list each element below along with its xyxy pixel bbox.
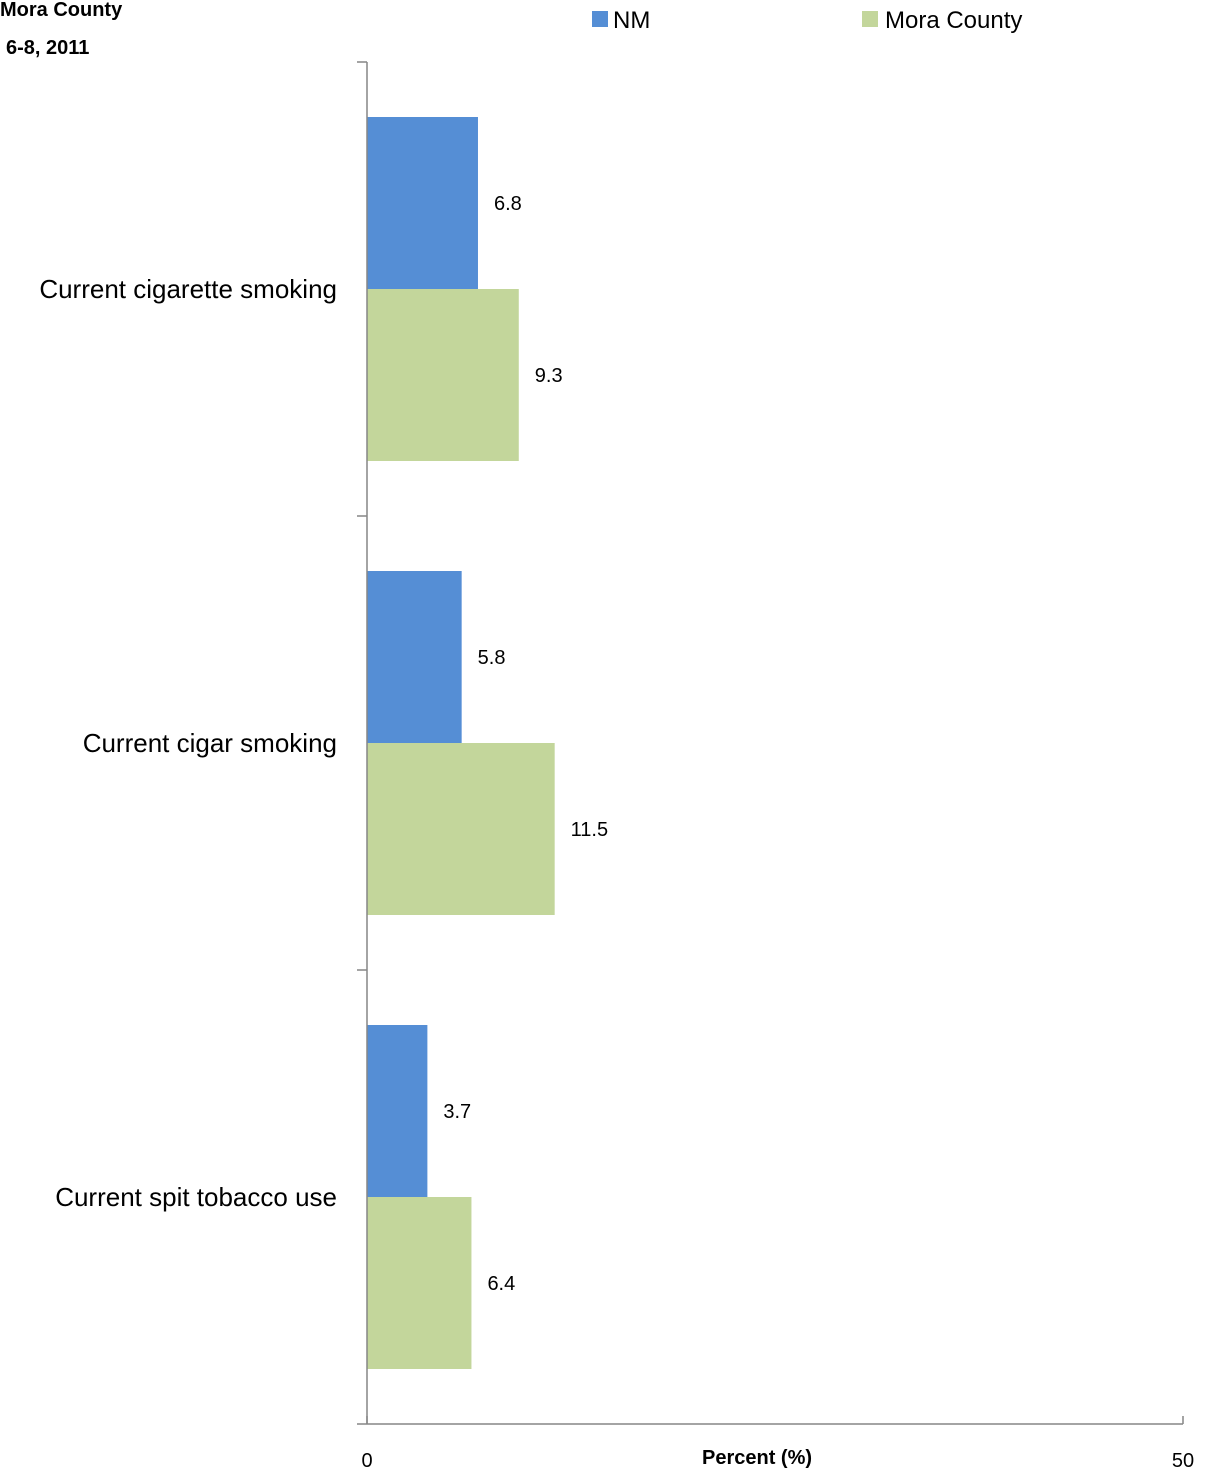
bar-mora-county-current-cigarette-smoking <box>367 289 519 461</box>
data-label-nm-current-spit-tobacco-use: 3.7 <box>443 1101 471 1123</box>
legend-label-mora-county: Mora County <box>885 7 1022 34</box>
data-label-nm-current-cigar-smoking: 5.8 <box>478 647 506 669</box>
chart-title-line-1: Mora County <box>0 0 123 21</box>
category-label-current-cigar-smoking: Current cigar smoking <box>83 728 337 758</box>
data-label-mora-county-current-cigarette-smoking: 9.3 <box>535 365 563 387</box>
legend: NM Mora County <box>592 7 1022 34</box>
category-label-current-cigarette-smoking: Current cigarette smoking <box>39 274 337 304</box>
bar-nm-current-spit-tobacco-use <box>367 1025 428 1197</box>
x-tick-label: 50 <box>1172 1450 1194 1470</box>
category-label-current-spit-tobacco-use: Current spit tobacco use <box>55 1182 337 1212</box>
axes <box>357 61 1184 1425</box>
bar-mora-county-current-spit-tobacco-use <box>367 1197 472 1369</box>
bar-nm-current-cigarette-smoking <box>367 117 478 289</box>
legend-swatch-mora-county <box>862 11 878 27</box>
data-label-nm-current-cigarette-smoking: 6.8 <box>494 193 522 215</box>
x-tick-label: 0 <box>361 1450 372 1470</box>
bars <box>367 117 555 1369</box>
data-label-mora-county-current-spit-tobacco-use: 6.4 <box>487 1273 515 1295</box>
labels: 6.8 9.3 Current cigarette smoking 5.8 11.5 Cu… <box>39 193 1194 1470</box>
bar-nm-current-cigar-smoking <box>367 571 462 743</box>
chart-title-line-2: 6-8, 2011 <box>6 37 89 59</box>
data-label-mora-county-current-cigar-smoking: 11.5 <box>571 819 608 841</box>
bar-mora-county-current-cigar-smoking <box>367 743 555 915</box>
x-axis-title: Percent (%) <box>702 1447 812 1469</box>
legend-label-nm: NM <box>613 7 650 34</box>
legend-swatch-nm <box>592 11 608 27</box>
